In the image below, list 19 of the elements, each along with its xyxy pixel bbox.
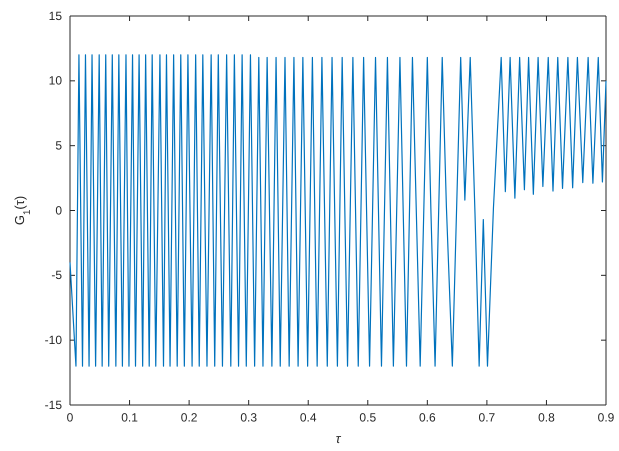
line-series [69,54,607,367]
x-tick-label: 0 [66,410,74,425]
y-tick-label: 10 [48,74,62,88]
x-tick-label: 0.1 [121,410,138,425]
y-tick-label: 15 [48,8,62,23]
y-tick-label: -10 [44,333,62,348]
x-tick-label: 0.6 [418,410,436,425]
y-tick-label: 0 [55,203,62,218]
y-tick-label: -15 [44,398,62,412]
x-axis-title: τ [336,431,342,446]
x-tick-label: 0.9 [598,410,615,425]
y-tick-label: -5 [51,268,62,282]
x-tick-label: 0.2 [180,410,198,425]
y-tick-label: 5 [55,138,62,153]
x-tick-label: 0.5 [359,410,376,425]
x-tick-label: 0.8 [538,410,556,425]
x-tick-label: 0.7 [478,410,496,425]
x-tick-label: 0.3 [240,410,258,425]
x-tick-label: 0.4 [300,410,317,425]
